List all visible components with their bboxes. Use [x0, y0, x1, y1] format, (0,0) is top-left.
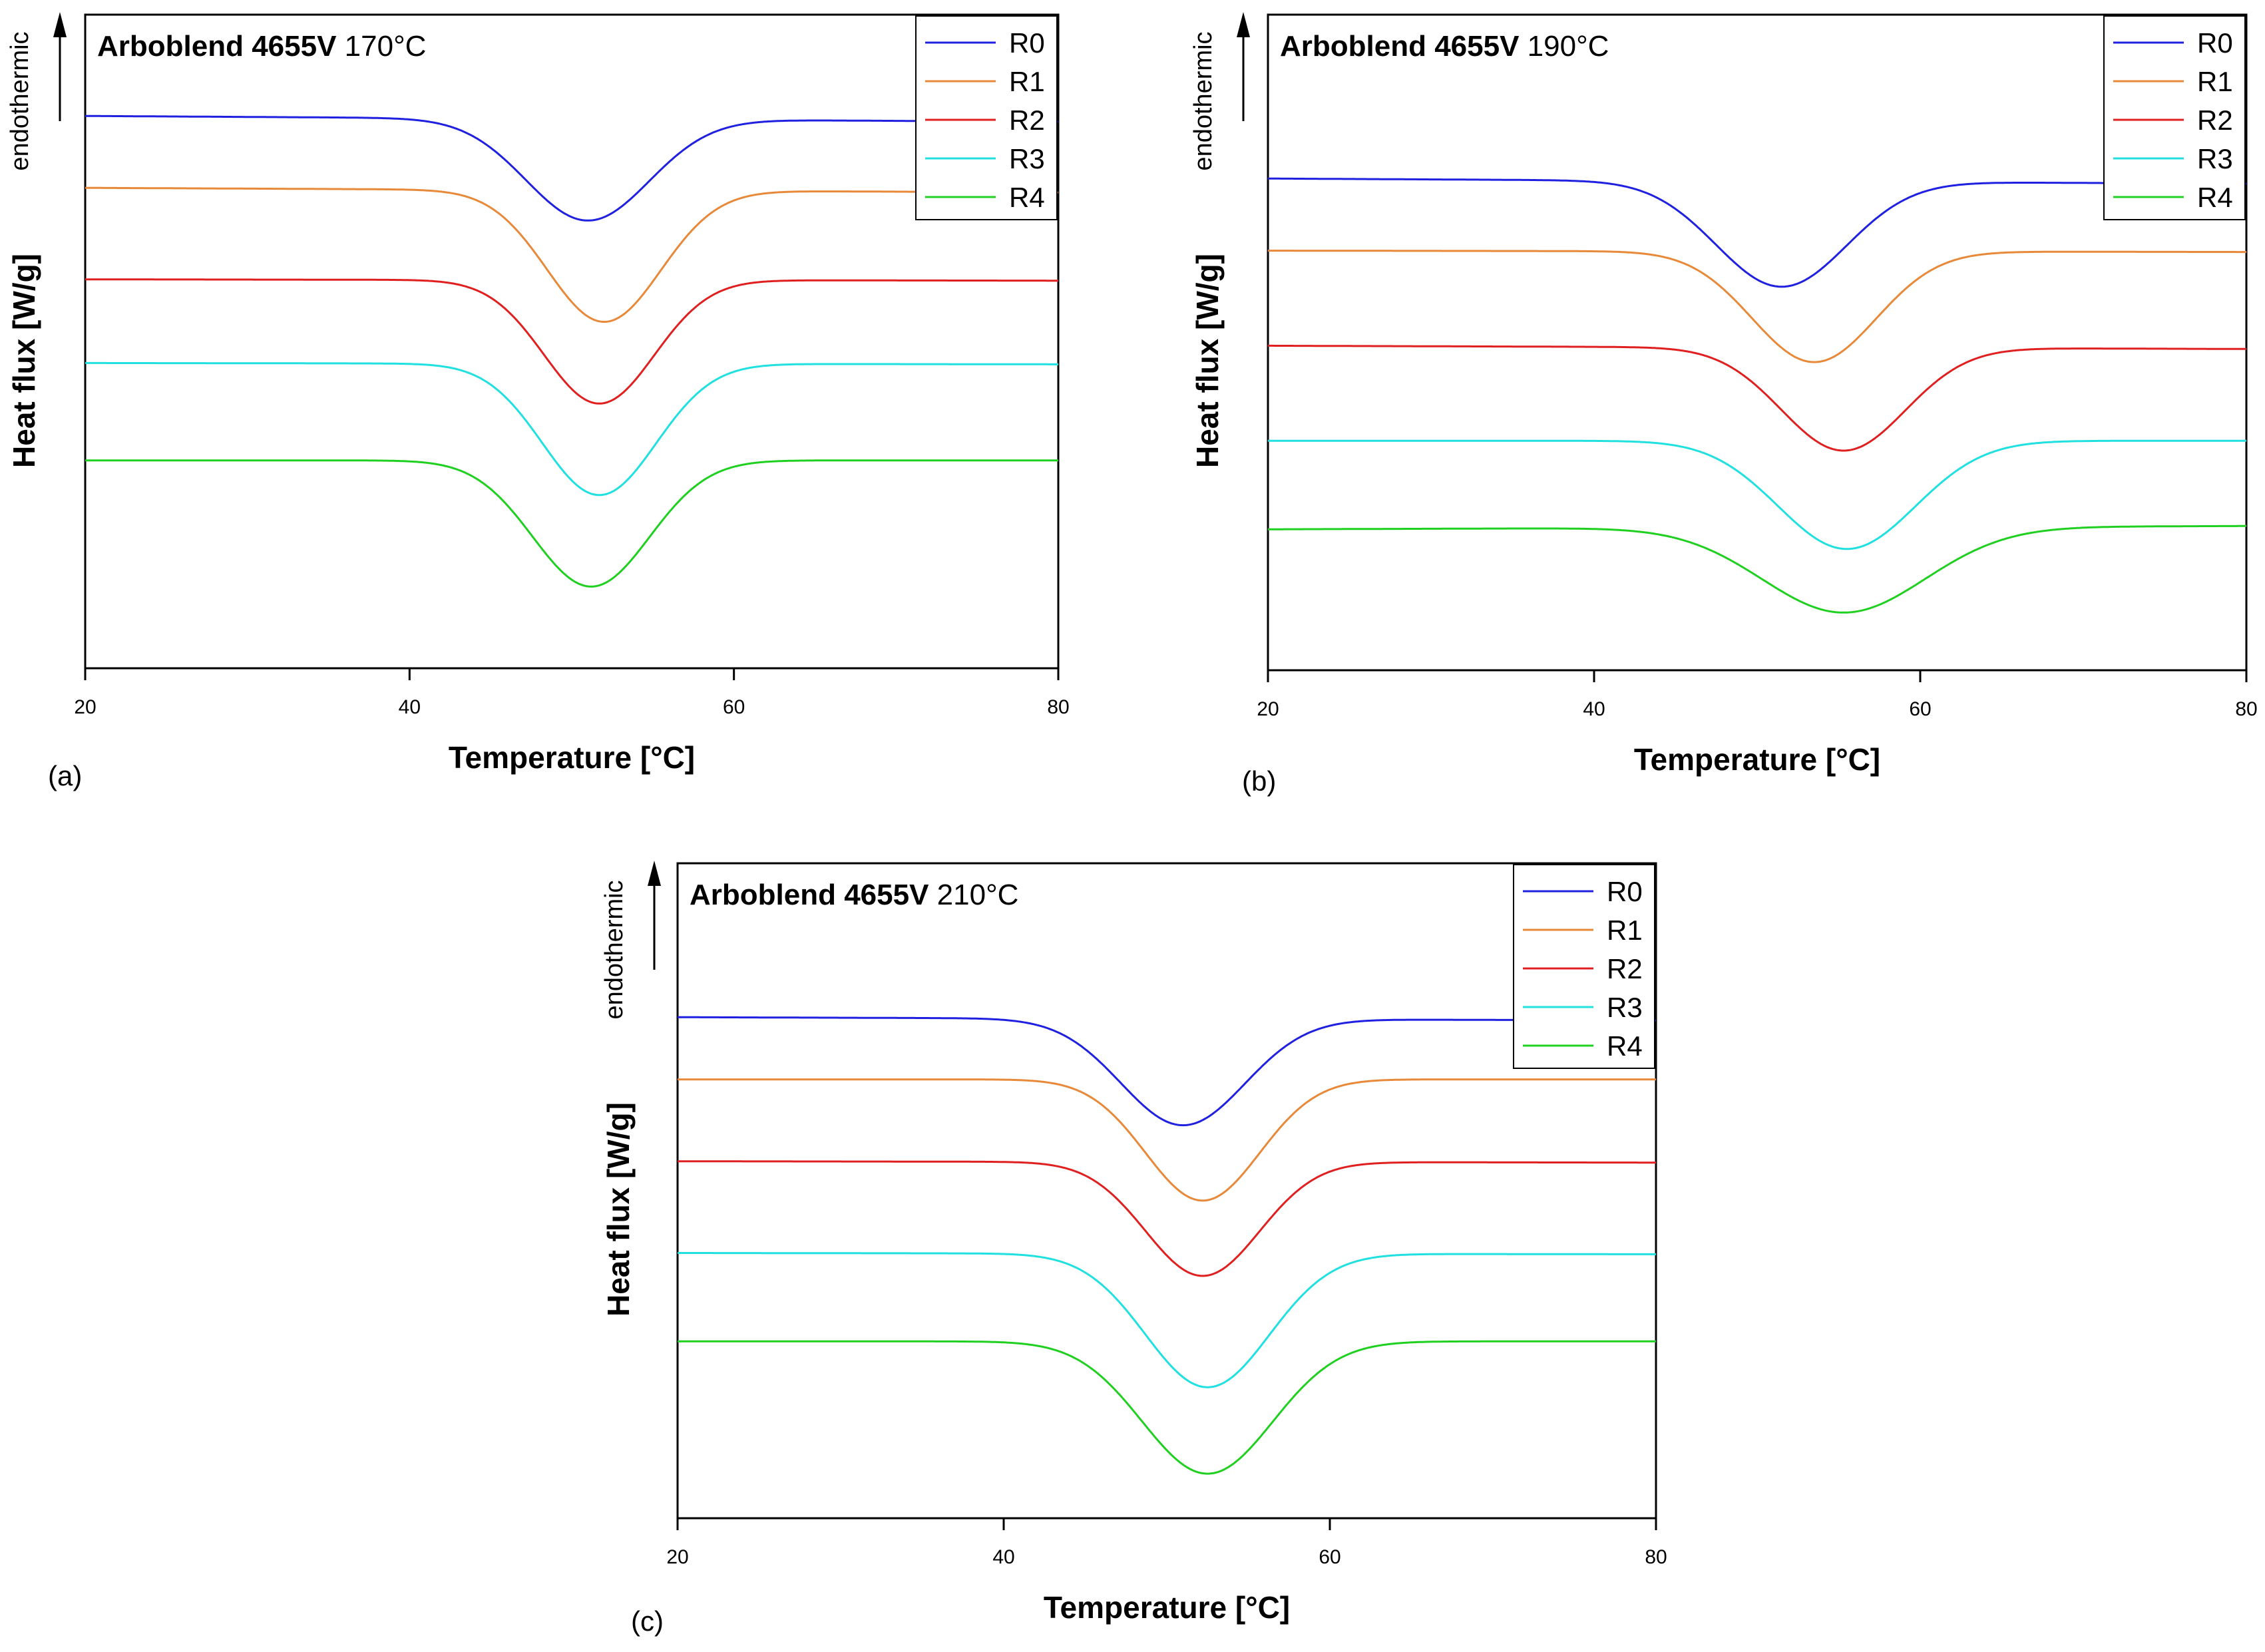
legend-entry-r2: R2	[2197, 104, 2233, 136]
x-axis-label: Temperature [°C]	[1634, 742, 1880, 777]
y-axis-label: Heat flux [W/g]	[7, 254, 41, 468]
legend-entry-r3: R3	[1607, 992, 1643, 1023]
x-axis-label: Temperature [°C]	[1044, 1590, 1290, 1625]
legend-entry-r4: R4	[1607, 1030, 1643, 1062]
series-line-r4	[678, 1340, 1656, 1475]
legend	[1513, 864, 1655, 1069]
legend-entry-r1: R1	[1009, 66, 1045, 97]
series-line-r3	[678, 1252, 1656, 1388]
series-line-r2	[1268, 344, 2247, 452]
panel-label: (c)	[631, 1605, 664, 1637]
chart-title: Arboblend 4655V 170°C	[97, 30, 426, 63]
x-tick-label: 80	[1047, 696, 1069, 718]
chart-title: Arboblend 4655V 210°C	[690, 879, 1018, 911]
legend-entry-r4: R4	[1009, 182, 1045, 213]
series-line-r4	[85, 459, 1058, 588]
series-line-r2	[85, 278, 1058, 405]
plot-frame	[84, 13, 1060, 670]
legend-entry-r1: R1	[1607, 915, 1643, 946]
legend-entry-r3: R3	[1009, 143, 1045, 174]
chart-title-temp: 170°C	[336, 30, 426, 63]
x-tick-label: 60	[1319, 1546, 1340, 1568]
chart-title-bold: Arboblend 4655V	[1280, 30, 1520, 63]
legend-entry-r4: R4	[2197, 182, 2233, 213]
x-tick-label: 20	[1257, 698, 1279, 720]
endothermic-label: endothermic	[600, 880, 628, 1019]
chart-panel-a: 20 40 60 80 Temperature [°C] Heat flux [W/g] e…	[6, 12, 1070, 791]
y-axis-label: Heat flux [W/g]	[1190, 254, 1225, 468]
chart-panel-c: 20 40 60 80 Temperature [°C] Heat flux [W/g] e…	[600, 861, 1667, 1637]
panel-label: (a)	[48, 760, 82, 791]
x-tick-label: 40	[1583, 698, 1605, 720]
series-line-r1	[1268, 250, 2246, 363]
chart-title-bold: Arboblend 4655V	[97, 30, 337, 63]
legend-entry-r0: R0	[1607, 876, 1643, 907]
x-tick-label: 20	[666, 1546, 688, 1568]
series-line-r1	[678, 1078, 1656, 1202]
chart-title: Arboblend 4655V 190°C	[1280, 30, 1609, 63]
x-tick-label: 40	[399, 696, 421, 718]
chart-title-temp: 190°C	[1519, 30, 1609, 63]
chart-panel-b: 20 40 60 80 Temperature [°C] Heat flux [W/g] e…	[1189, 12, 2258, 797]
series-line-r4	[1268, 524, 2246, 614]
series-line-r0	[1268, 177, 2246, 288]
x-axis-label: Temperature [°C]	[449, 740, 695, 775]
plot-frame	[1267, 13, 2248, 672]
chart-title-temp: 210°C	[928, 879, 1018, 911]
x-tick-label: 80	[2235, 698, 2257, 720]
series-line-r0	[678, 1016, 1656, 1127]
chart-title-bold: Arboblend 4655V	[690, 879, 929, 911]
endothermic-label: endothermic	[1189, 31, 1217, 170]
panel-label: (b)	[1242, 765, 1276, 797]
legend-entry-r3: R3	[2197, 143, 2233, 174]
up-arrow-icon	[1237, 12, 1250, 37]
x-tick-label: 20	[74, 696, 96, 718]
endothermic-label: endothermic	[6, 31, 34, 170]
legend-entry-r0: R0	[2197, 27, 2233, 59]
plot-frame	[676, 862, 1657, 1520]
legend-entry-r1: R1	[2197, 66, 2233, 97]
series-line-r3	[85, 361, 1058, 497]
legend-entry-r2: R2	[1009, 104, 1045, 136]
series-line-r2	[678, 1160, 1656, 1277]
y-axis-label: Heat flux [W/g]	[601, 1102, 636, 1317]
legend-entry-r2: R2	[1607, 953, 1643, 984]
legend	[915, 15, 1058, 220]
legend-entry-r0: R0	[1009, 27, 1045, 59]
legend	[2103, 15, 2246, 220]
series-line-r0	[85, 114, 1058, 222]
up-arrow-icon	[53, 12, 67, 37]
series-line-r1	[85, 186, 1058, 323]
x-tick-label: 60	[1909, 698, 1931, 720]
x-tick-label: 60	[723, 696, 745, 718]
x-tick-label: 40	[992, 1546, 1014, 1568]
series-line-r3	[1268, 439, 2246, 550]
up-arrow-icon	[648, 861, 661, 886]
x-tick-label: 80	[1645, 1546, 1667, 1568]
